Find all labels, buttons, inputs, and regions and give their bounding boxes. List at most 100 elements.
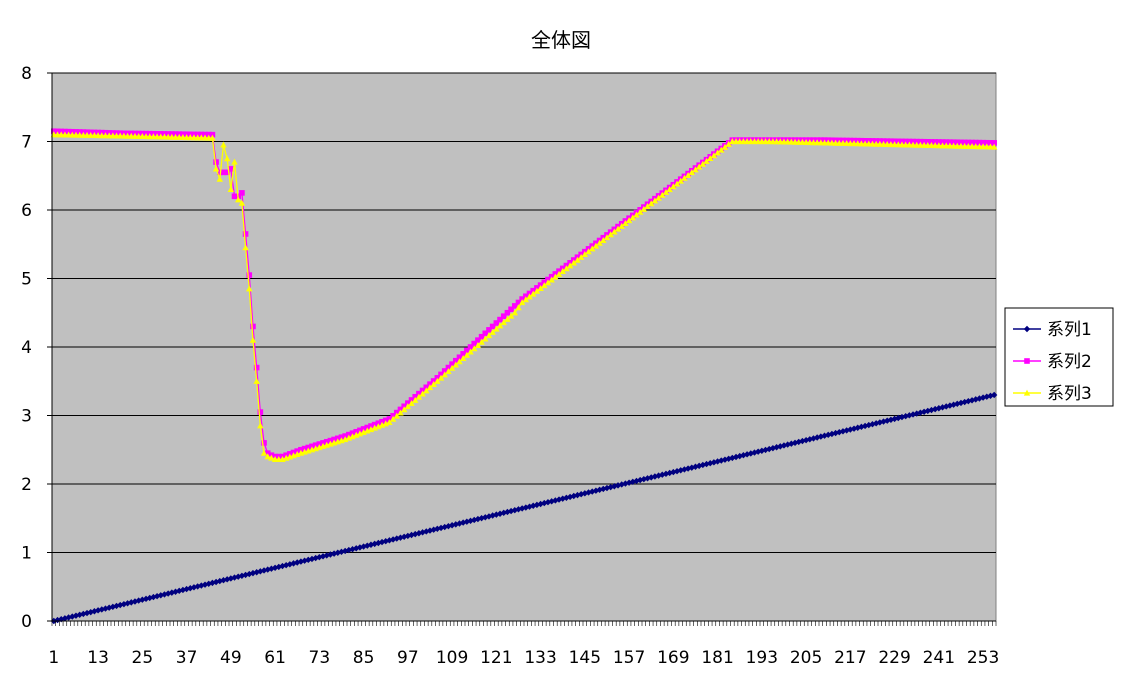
x-tick-label: 37	[176, 648, 198, 668]
data-point	[386, 418, 393, 425]
data-point	[268, 565, 275, 572]
data-point	[282, 561, 290, 569]
data-point	[386, 537, 393, 544]
data-point	[437, 524, 445, 532]
data-point	[644, 203, 651, 210]
x-tick-label: 109	[436, 648, 468, 668]
data-point	[286, 561, 294, 568]
data-point	[150, 593, 157, 601]
data-point	[437, 374, 445, 381]
y-tick-label: 7	[21, 133, 32, 153]
data-point	[825, 431, 832, 439]
data-point	[448, 364, 456, 371]
data-point	[633, 211, 640, 218]
data-point	[544, 499, 552, 506]
data-point	[666, 186, 673, 193]
data-point	[228, 166, 234, 172]
data-point	[275, 563, 282, 571]
data-point	[662, 470, 670, 478]
data-point	[434, 377, 441, 384]
data-point	[235, 196, 242, 203]
data-point	[496, 322, 504, 329]
data-point	[353, 545, 360, 552]
data-point	[231, 158, 238, 165]
x-tick-label: 121	[480, 648, 512, 668]
legend-item: 系列3	[1013, 384, 1092, 404]
data-point	[928, 406, 935, 414]
data-point	[972, 396, 979, 403]
data-point	[695, 163, 703, 170]
data-point	[589, 488, 596, 495]
data-point	[887, 416, 895, 423]
y-tick-label: 0	[21, 612, 32, 632]
data-point	[725, 140, 732, 147]
data-point	[566, 262, 574, 269]
data-point	[574, 491, 581, 499]
data-point	[703, 157, 710, 164]
data-point	[231, 574, 238, 581]
data-point	[459, 355, 467, 362]
data-point	[153, 592, 161, 600]
data-point	[242, 244, 249, 251]
data-point	[736, 452, 743, 460]
data-point	[533, 501, 541, 509]
data-point	[987, 392, 994, 400]
series-2	[51, 128, 997, 460]
data-point	[707, 155, 714, 162]
data-point	[780, 442, 788, 449]
data-point	[570, 259, 577, 266]
data-point	[246, 570, 253, 578]
data-point	[522, 296, 530, 303]
data-point	[250, 323, 256, 330]
data-point	[813, 434, 821, 441]
x-minor-ticks	[51, 621, 997, 626]
data-point	[404, 532, 412, 540]
data-point	[526, 293, 533, 300]
data-point	[212, 165, 220, 172]
data-point	[622, 480, 629, 487]
legend-item: 系列2	[1013, 352, 1092, 372]
data-point	[740, 452, 747, 459]
x-tick-label: 193	[746, 648, 778, 668]
data-point	[990, 143, 998, 150]
data-point	[946, 402, 954, 409]
data-point	[662, 188, 670, 195]
data-point	[544, 279, 552, 286]
data-point	[187, 585, 194, 592]
data-point	[511, 309, 518, 316]
data-point	[389, 536, 397, 543]
data-point	[253, 377, 260, 384]
data-point	[493, 325, 500, 332]
data-point	[157, 592, 164, 599]
data-point	[474, 515, 482, 523]
data-point	[917, 409, 924, 416]
data-point	[249, 336, 257, 343]
data-point	[467, 517, 474, 525]
data-point	[345, 546, 353, 554]
data-point	[710, 152, 718, 159]
data-point	[666, 469, 673, 477]
data-point	[614, 225, 622, 232]
data-point	[423, 387, 430, 394]
data-point	[441, 371, 448, 378]
data-point	[991, 140, 997, 146]
data-point	[563, 265, 570, 272]
x-tick-label: 145	[569, 648, 601, 668]
data-point	[482, 335, 489, 342]
data-point	[227, 575, 235, 582]
data-point	[198, 582, 205, 589]
data-point	[784, 441, 791, 448]
data-point	[548, 498, 555, 505]
data-point	[688, 169, 695, 176]
data-point	[810, 435, 817, 442]
x-tick-label: 49	[220, 648, 242, 668]
data-point	[238, 572, 246, 579]
data-point	[242, 571, 249, 579]
data-point	[515, 304, 522, 311]
data-point	[585, 248, 592, 255]
data-point	[65, 614, 72, 621]
data-point	[139, 596, 146, 603]
x-tick-label: 73	[309, 648, 331, 668]
plot-area	[51, 72, 997, 622]
